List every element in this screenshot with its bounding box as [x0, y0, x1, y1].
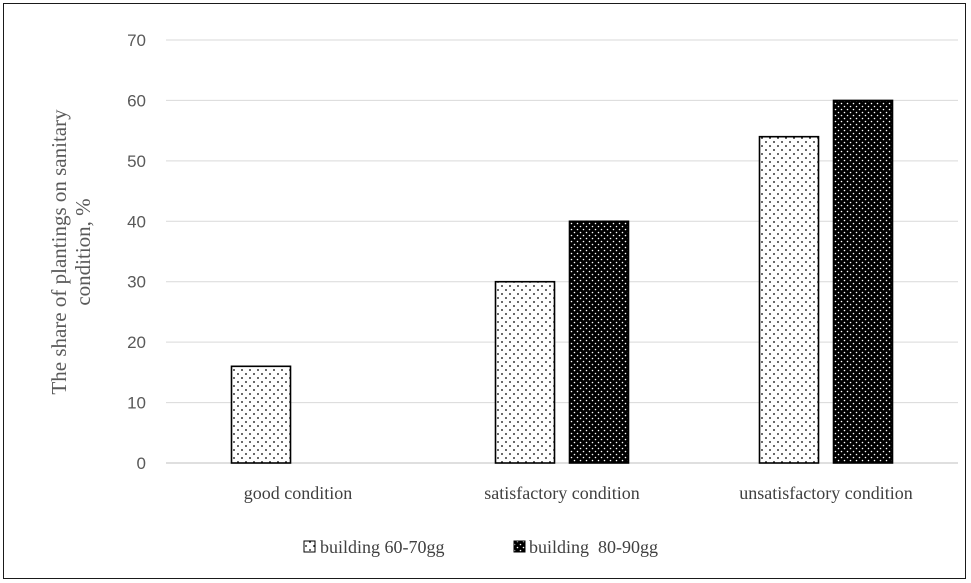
legend-label-series-2: building 80-90gg: [529, 537, 658, 557]
y-tick-label: 40: [127, 212, 146, 231]
y-tick-label: 10: [127, 394, 146, 413]
x-category-label: unsatisfactory condition: [739, 483, 912, 503]
y-axis-title-line-1: The share of plantings on sanitary: [47, 109, 71, 395]
legend-swatch-series-2: [513, 540, 526, 553]
y-axis-ticks: 0 10 20 30 40 50 60 70: [127, 31, 146, 473]
bar-series-1-satisfactory-condition: [494, 280, 556, 464]
legend-swatch-series-1: [303, 540, 316, 553]
bar-series-1-unsatisfactory-condition: [758, 135, 820, 464]
legend: building 60-70gg building 80-90gg: [303, 537, 658, 557]
y-axis-title: The share of plantings on sanitary condi…: [47, 109, 95, 395]
y-tick-label: 50: [127, 152, 146, 171]
y-tick-label: 70: [127, 31, 146, 50]
x-category-label: satisfactory condition: [484, 483, 639, 503]
y-tick-label: 60: [127, 91, 146, 110]
bars: [230, 99, 894, 464]
bar-series-2-unsatisfactory-condition: [832, 99, 894, 464]
gridlines: [166, 39, 958, 464]
y-tick-label: 0: [137, 454, 146, 473]
y-axis-title-line-2: condition, %: [71, 198, 95, 305]
bar-series-2-satisfactory-condition: [568, 220, 630, 464]
x-category-label: good condition: [244, 483, 353, 503]
y-tick-label: 30: [127, 273, 146, 292]
y-tick-label: 20: [127, 333, 146, 352]
x-axis-labels: good condition satisfactory condition unsa…: [244, 483, 913, 503]
legend-label-series-1: building 60-70gg: [320, 537, 445, 557]
bar-series-1-good-condition: [230, 365, 292, 464]
